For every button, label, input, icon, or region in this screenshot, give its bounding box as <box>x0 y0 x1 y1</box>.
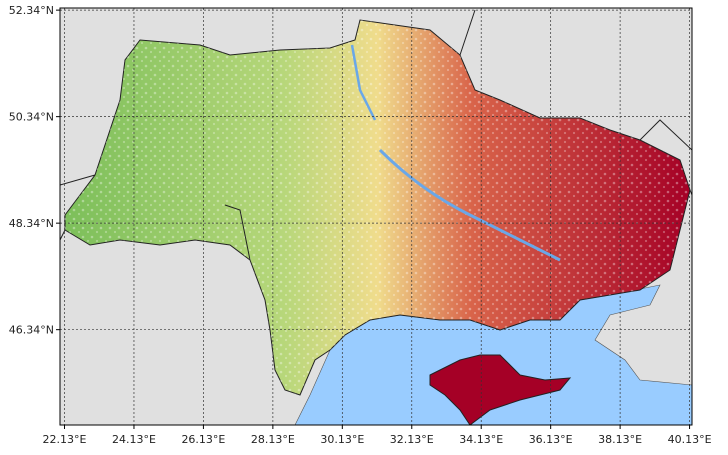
x-tick-label: 22.13°E <box>43 433 87 446</box>
tick-labels: 22.13°E 24.13°E 26.13°E 28.13°E 30.13°E 32.13… <box>9 4 712 446</box>
y-tick-label: 46.34°N <box>9 324 54 337</box>
x-tick-label: 28.13°E <box>251 433 295 446</box>
y-tick-label: 48.34°N <box>9 217 54 230</box>
grid <box>60 8 692 425</box>
map-area <box>60 8 692 425</box>
x-tick-label: 24.13°E <box>112 433 156 446</box>
y-tick-label: 52.34°N <box>9 4 54 17</box>
ukraine <box>64 19 691 425</box>
x-tick-label: 26.13°E <box>181 433 225 446</box>
x-tick-label: 32.13°E <box>390 433 434 446</box>
x-tick-label: 40.13°E <box>668 433 712 446</box>
x-tick-label: 36.13°E <box>529 433 573 446</box>
y-tick-label: 50.34°N <box>9 111 54 124</box>
x-tick-label: 30.13°E <box>320 433 364 446</box>
frame <box>59 7 693 426</box>
borders <box>60 9 692 261</box>
x-tick-label: 34.13°E <box>459 433 503 446</box>
x-tick-label: 38.13°E <box>598 433 642 446</box>
